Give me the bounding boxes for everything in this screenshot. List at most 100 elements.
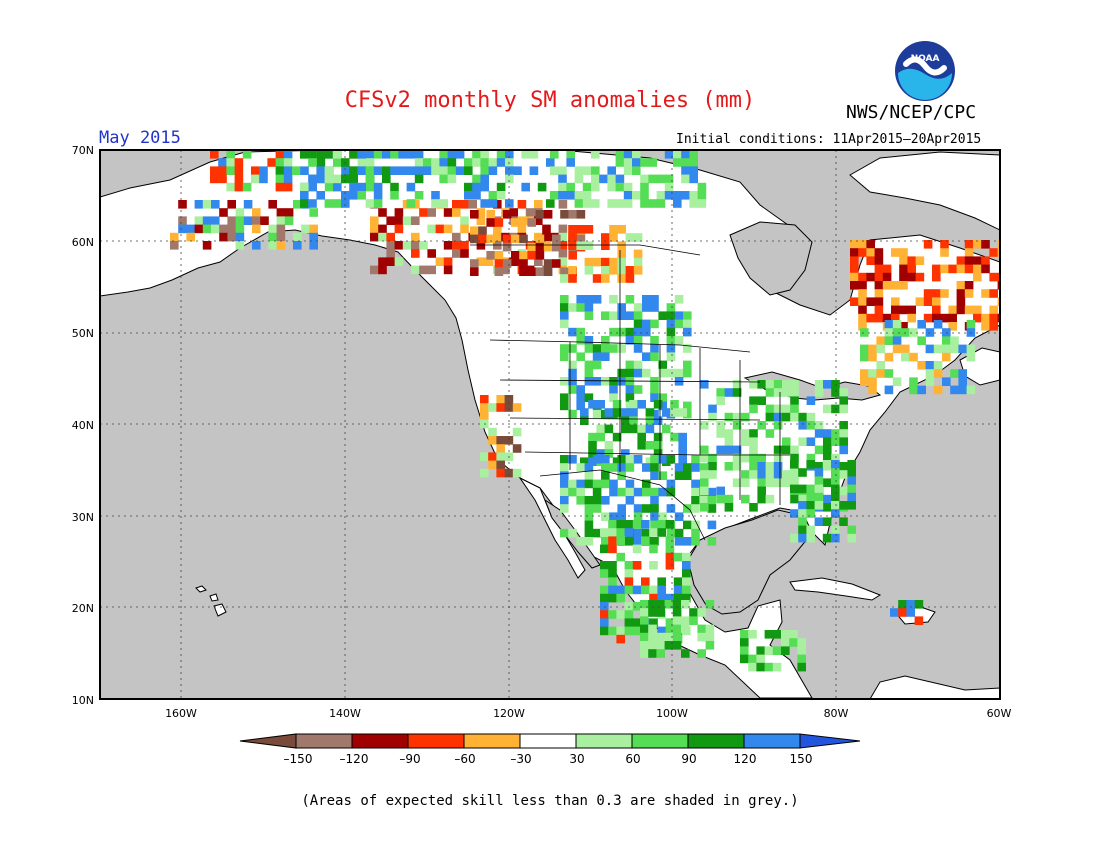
anomaly-cell — [749, 503, 758, 512]
anomaly-cell — [666, 504, 676, 513]
anomaly-cell — [633, 336, 643, 345]
anomaly-cell — [642, 504, 651, 513]
anomaly-cell — [632, 166, 641, 175]
anomaly-cell — [560, 303, 569, 312]
anomaly-cell — [601, 455, 610, 464]
anomaly-cell — [365, 150, 375, 159]
anomaly-cell — [850, 264, 859, 274]
anomaly-cell — [633, 266, 643, 275]
anomaly-cell — [633, 537, 643, 546]
anomaly-cell — [568, 344, 577, 353]
anomaly-cell — [981, 240, 990, 249]
anomaly-cell — [486, 218, 495, 227]
anomaly-cell — [933, 385, 943, 395]
anomaly-cell — [884, 320, 894, 329]
anomaly-cell — [866, 297, 875, 306]
anomaly-cell — [898, 600, 907, 609]
anomaly-cell — [609, 385, 618, 394]
anomaly-cell — [464, 191, 473, 200]
svg-text:NOAA: NOAA — [911, 54, 940, 64]
anomaly-cell — [609, 257, 618, 267]
anomaly-cell — [682, 593, 691, 603]
anomaly-cell — [989, 248, 998, 257]
anomaly-cell — [648, 158, 657, 167]
anomaly-cell — [300, 191, 309, 200]
anomaly-cell — [488, 460, 497, 470]
anomaly-cell — [568, 225, 577, 234]
anomaly-cell — [227, 216, 236, 225]
anomaly-cell — [874, 305, 884, 315]
anomaly-cell — [642, 295, 651, 304]
anomaly-cell — [623, 166, 633, 175]
anomaly-cell — [956, 289, 966, 298]
anomaly-cell — [423, 158, 432, 167]
anomaly-cell — [765, 494, 775, 504]
anomaly-cell — [682, 552, 691, 562]
anomaly-cell — [349, 166, 358, 175]
anomaly-cell — [519, 267, 528, 276]
anomaly-cell — [822, 517, 832, 526]
anomaly-cell — [252, 216, 261, 225]
anomaly-cell — [488, 452, 497, 461]
lat-label-40n: 40N — [72, 419, 94, 432]
anomaly-cell — [480, 174, 489, 184]
anomaly-cell — [656, 191, 666, 200]
anomaly-cell — [757, 486, 766, 496]
lon-label-80w: 80W — [824, 707, 849, 720]
anomaly-cell — [300, 150, 309, 159]
anomaly-cell — [884, 369, 894, 378]
anomaly-cell — [683, 471, 692, 480]
anomaly-cell — [966, 385, 976, 395]
anomaly-cell — [674, 295, 684, 304]
anomaly-cell — [550, 191, 559, 200]
anomaly-cell — [691, 504, 700, 513]
anomaly-cell — [708, 453, 717, 463]
anomaly-cell — [511, 251, 520, 260]
anomaly-cell — [324, 199, 334, 208]
anomaly-cell — [850, 248, 859, 257]
graticule — [100, 150, 1000, 699]
legend-right-arrow — [799, 733, 861, 749]
anomaly-cell — [308, 150, 317, 159]
anomaly-cell — [839, 517, 848, 526]
anomaly-cell — [899, 264, 908, 274]
anomaly-cell — [789, 638, 798, 647]
anomaly-cell — [831, 509, 840, 518]
anomaly-cell — [907, 313, 916, 323]
anomaly-cell — [964, 305, 974, 315]
anomaly-cell — [678, 441, 687, 450]
anomaly-cell — [933, 344, 943, 354]
anomaly-cell — [806, 533, 815, 543]
anomaly-cell — [512, 468, 522, 478]
anomaly-cell — [349, 182, 358, 192]
anomaly-cell — [740, 646, 749, 655]
anomaly-cell — [732, 453, 742, 463]
anomaly-cell — [956, 281, 966, 290]
anomaly-cell — [470, 226, 479, 235]
anomaly-cell — [899, 322, 908, 331]
anomaly-cell — [839, 437, 848, 446]
anomaly-cell — [899, 256, 908, 265]
anomaly-cell — [732, 478, 742, 487]
anomaly-cell — [662, 408, 671, 417]
anomaly-cell — [831, 501, 840, 510]
anomaly-cell — [640, 641, 649, 650]
anomaly-cell — [609, 512, 618, 521]
anomaly-cell — [308, 182, 317, 192]
anomaly-cell — [950, 385, 959, 395]
anomaly-cell — [592, 295, 602, 304]
anomaly-cell — [568, 210, 577, 219]
anomaly-cell — [741, 453, 750, 463]
anomaly-cell — [678, 457, 687, 466]
anomaly-cell — [892, 320, 902, 329]
anomaly-cell — [650, 512, 659, 521]
anomaly-cell — [641, 577, 650, 586]
anomaly-cell — [607, 199, 616, 208]
anomaly-cell — [607, 166, 616, 175]
anomaly-cell — [642, 528, 651, 538]
anomaly-cell — [700, 486, 709, 496]
anomaly-cell — [227, 224, 236, 234]
anomaly-cell — [378, 208, 387, 217]
anomaly-cell — [673, 593, 683, 603]
anomaly-cell — [632, 602, 642, 611]
